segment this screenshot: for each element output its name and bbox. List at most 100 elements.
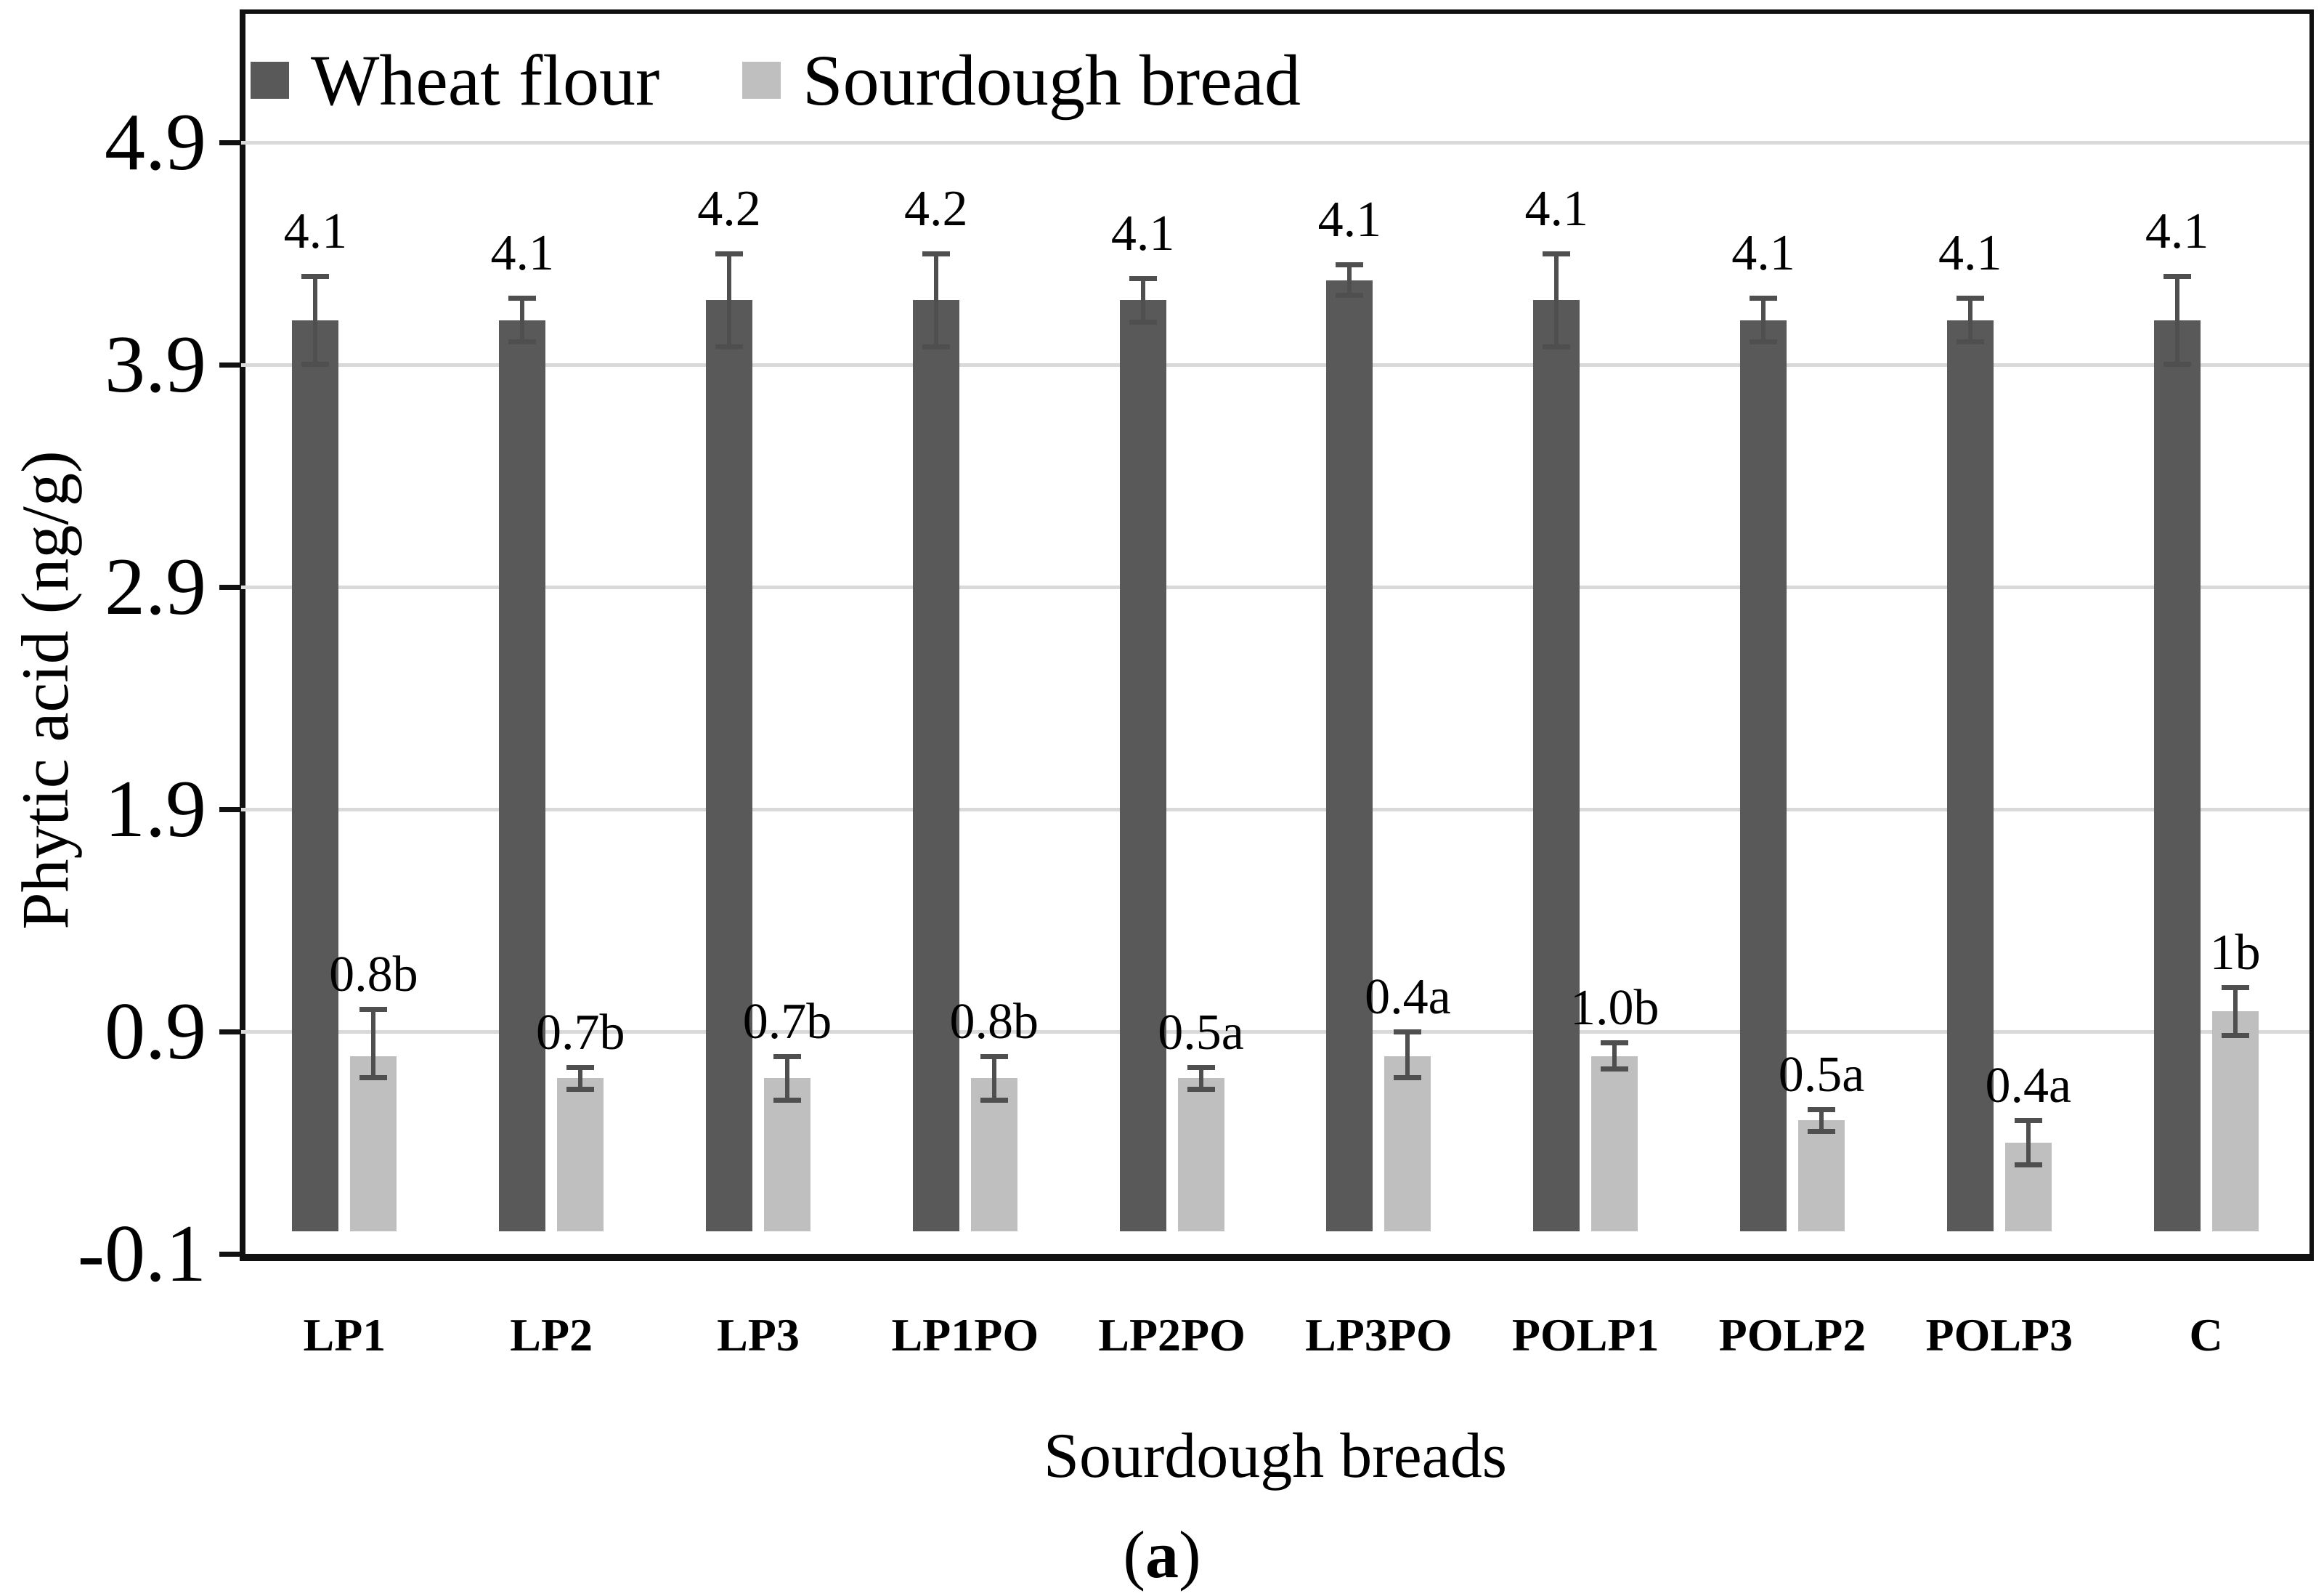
bar-sourdough-bread xyxy=(764,1078,810,1232)
error-bar-line xyxy=(578,1066,583,1090)
gridline xyxy=(241,363,2309,367)
error-bar-cap-top xyxy=(1601,1040,1629,1046)
error-bar-line xyxy=(785,1056,789,1101)
error-bar-cap-bottom xyxy=(715,344,743,349)
data-label: 4.2 xyxy=(904,181,968,237)
x-axis-title: Sourdough breads xyxy=(1044,1421,1507,1491)
error-bar-line xyxy=(2232,987,2238,1037)
bar-wheat-flour xyxy=(2153,320,2201,1232)
data-label: 4.1 xyxy=(2145,203,2209,259)
subfigure-caption: (a) xyxy=(1123,1521,1200,1588)
error-bar-cap-top xyxy=(2014,1118,2042,1124)
data-label: 4.1 xyxy=(1317,192,1382,248)
error-bar-cap-bottom xyxy=(1956,339,1984,345)
gridline xyxy=(241,808,2309,811)
bar-sourdough-bread xyxy=(1177,1078,1224,1232)
x-category-label-lp1: LP1 xyxy=(303,1309,386,1361)
y-tick-label: 0.9 xyxy=(105,987,206,1077)
x-category-label-c: C xyxy=(2189,1309,2223,1361)
error-bar-cap-bottom xyxy=(1601,1066,1629,1072)
error-bar-cap-bottom xyxy=(1187,1086,1215,1092)
data-label: 0.4a xyxy=(1365,969,1451,1025)
x-category-label-lp2po: LP2PO xyxy=(1098,1309,1246,1361)
bar-sourdough-bread xyxy=(1591,1056,1638,1232)
error-bar-cap-top xyxy=(1750,296,1777,301)
bar-wheat-flour xyxy=(1533,300,1580,1232)
error-bar-line xyxy=(371,1009,376,1079)
data-label: 4.1 xyxy=(1938,225,2002,282)
error-bar-line xyxy=(991,1056,996,1101)
data-label: 4.2 xyxy=(697,181,761,237)
data-label: 1.0b xyxy=(1569,980,1659,1037)
x-category-label-lp3po: LP3PO xyxy=(1305,1309,1452,1361)
error-bar-cap-bottom xyxy=(2221,1033,2249,1039)
error-bar-cap-top xyxy=(359,1007,388,1013)
error-bar-line xyxy=(1140,278,1145,323)
error-bar-cap-top xyxy=(1543,251,1571,256)
legend-swatch-sourdough-bread xyxy=(742,62,781,99)
y-tick-label: 3.9 xyxy=(105,320,206,410)
bar-sourdough-bread xyxy=(1798,1120,1845,1232)
error-bar-cap-top xyxy=(566,1064,595,1070)
error-bar-cap-top xyxy=(1187,1064,1215,1070)
error-bar-cap-bottom xyxy=(2014,1162,2042,1167)
error-bar-cap-bottom xyxy=(2163,362,2191,367)
data-label: 4.1 xyxy=(283,203,348,259)
error-bar-line xyxy=(313,275,318,365)
bar-wheat-flour xyxy=(1946,320,1994,1232)
x-category-label-polp1: POLP1 xyxy=(1511,1309,1659,1361)
x-category-label-lp2: LP2 xyxy=(510,1309,593,1361)
bar-wheat-flour xyxy=(292,320,339,1232)
error-bar-cap-top xyxy=(715,251,743,256)
y-tick-mark xyxy=(219,585,241,590)
error-bar-line xyxy=(1198,1066,1203,1090)
bar-wheat-flour xyxy=(912,300,959,1232)
error-bar-line xyxy=(2026,1120,2031,1165)
legend-label-sourdough-bread: Sourdough bread xyxy=(803,40,1301,121)
x-category-label-lp3: LP3 xyxy=(717,1309,800,1361)
bar-sourdough-bread xyxy=(350,1056,397,1232)
y-axis-title: Phytic acid (ng/g) xyxy=(8,450,82,930)
error-bar-cap-bottom xyxy=(773,1097,801,1103)
error-bar-cap-top xyxy=(980,1053,1008,1059)
data-label: 0.8b xyxy=(949,993,1039,1050)
bar-sourdough-bread xyxy=(970,1078,1017,1232)
error-bar-line xyxy=(727,254,731,347)
error-bar-line xyxy=(1612,1042,1617,1070)
legend-swatch-wheat-flour xyxy=(251,62,289,99)
x-category-label-polp3: POLP3 xyxy=(1925,1309,2073,1361)
error-bar-cap-bottom xyxy=(566,1086,595,1092)
error-bar-cap-bottom xyxy=(508,339,537,345)
error-bar-cap-top xyxy=(773,1053,801,1059)
error-bar-cap-top xyxy=(1394,1029,1422,1034)
error-bar-cap-top xyxy=(1956,296,1984,301)
y-tick-label: -0.1 xyxy=(77,1209,206,1299)
data-label: 0.5a xyxy=(1158,1004,1244,1061)
bar-wheat-flour xyxy=(499,320,546,1232)
x-axis-line xyxy=(240,1254,2314,1261)
plot-border-right xyxy=(2309,9,2314,1261)
error-bar-cap-bottom xyxy=(1808,1128,1835,1134)
error-bar-cap-top xyxy=(1336,262,1364,268)
legend-label-wheat-flour: Wheat flour xyxy=(311,40,660,121)
error-bar-cap-top xyxy=(508,296,537,301)
bar-sourdough-bread xyxy=(557,1078,604,1232)
error-bar-cap-bottom xyxy=(1394,1075,1422,1081)
error-bar-line xyxy=(1554,254,1559,347)
error-bar-cap-top xyxy=(2221,984,2249,990)
error-bar-line xyxy=(933,254,938,347)
y-tick-mark xyxy=(219,1252,241,1257)
data-label: 1b xyxy=(2209,924,2261,981)
data-label: 4.1 xyxy=(1731,225,1795,282)
x-category-label-lp1po: LP1PO xyxy=(891,1309,1039,1361)
bar-wheat-flour xyxy=(1119,300,1166,1232)
error-bar-cap-bottom xyxy=(980,1097,1008,1103)
y-tick-mark xyxy=(219,807,241,812)
error-bar-cap-top xyxy=(1808,1107,1835,1113)
error-bar-line xyxy=(1967,298,1972,343)
error-bar-cap-bottom xyxy=(1543,344,1571,349)
caption-letter: a xyxy=(1145,1518,1179,1592)
data-label: 4.1 xyxy=(490,225,554,282)
error-bar-line xyxy=(520,298,525,343)
